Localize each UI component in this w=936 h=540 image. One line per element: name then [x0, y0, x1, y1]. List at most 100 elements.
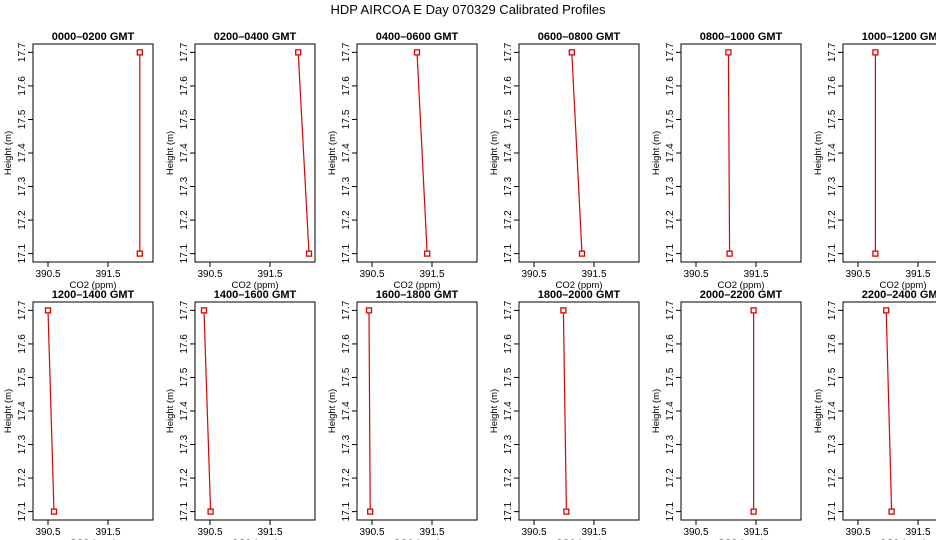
profile-panel: 0800–1000 GMT 390.5 391.5 17.1 17.2 17.3 17.4 1…	[651, 31, 802, 291]
profile-point	[872, 49, 879, 56]
y-axis-label: Height (m)	[3, 131, 14, 175]
plot-frame	[356, 43, 478, 263]
panel-title: 0600–0800 GMT	[538, 31, 621, 43]
y-tick-label: 17.1	[17, 501, 28, 521]
x-axis-label: CO2 (ppm)	[556, 538, 603, 540]
y-tick-label: 17.7	[341, 300, 352, 320]
profile-point	[44, 307, 52, 314]
profile-line	[297, 52, 310, 254]
y-axis-label: Height (m)	[489, 389, 500, 433]
x-tick-label: 391.5	[905, 269, 930, 280]
plot-frame	[32, 43, 154, 263]
y-tick-label: 17.1	[17, 243, 28, 263]
y-tick-label: 17.1	[665, 243, 676, 263]
y-axis-label: Height (m)	[813, 131, 824, 175]
y-axis-label: Height (m)	[165, 131, 176, 175]
plot-frame	[194, 301, 316, 521]
y-tick-label: 17.1	[827, 243, 838, 263]
profile-panel: 2200–2400 GMT 390.5 391.5 17.1 17.2 17.3 17.4 1…	[813, 289, 936, 540]
y-tick-label: 17.3	[341, 434, 352, 454]
y-tick-label: 17.5	[179, 367, 190, 387]
profile-point	[750, 307, 757, 314]
y-tick-label: 17.5	[341, 109, 352, 129]
x-tick-label: 390.5	[197, 269, 222, 280]
y-tick-label: 17.3	[827, 434, 838, 454]
profile-panel: 1800–2000 GMT 390.5 391.5 17.1 17.2 17.3 17.4 1…	[489, 289, 640, 540]
x-axis-label: CO2 (ppm)	[394, 280, 441, 291]
panels-group: 0000–0200 GMT 390.5 391.5 17.1 17.2 17.3 17.4 1…	[3, 31, 936, 540]
y-tick-label: 17.1	[827, 501, 838, 521]
profile-point	[295, 49, 302, 56]
profile-point	[568, 49, 575, 56]
panel-title: 0200–0400 GMT	[214, 31, 297, 43]
y-tick-label: 17.3	[665, 176, 676, 196]
y-tick-label: 17.7	[17, 300, 28, 320]
profile-point	[563, 508, 570, 515]
panel-title: 1400–1600 GMT	[214, 289, 297, 301]
plot-frame	[842, 43, 936, 263]
panel-title: 0000–0200 GMT	[52, 31, 135, 43]
x-axis-label: CO2 (ppm)	[718, 538, 765, 540]
y-tick-label: 17.2	[665, 468, 676, 488]
y-tick-label: 17.4	[827, 401, 838, 421]
y-tick-label: 17.5	[503, 109, 514, 129]
x-axis-label: CO2 (ppm)	[556, 280, 603, 291]
y-tick-label: 17.7	[503, 42, 514, 62]
y-tick-label: 17.7	[827, 42, 838, 62]
x-tick-label: 390.5	[683, 269, 708, 280]
x-tick-label: 391.5	[95, 527, 120, 538]
y-tick-label: 17.4	[17, 401, 28, 421]
y-tick-label: 17.2	[179, 210, 190, 230]
y-tick-label: 17.3	[341, 176, 352, 196]
x-tick-label: 391.5	[95, 269, 120, 280]
y-axis-label: Height (m)	[813, 389, 824, 433]
x-tick-label: 390.5	[197, 527, 222, 538]
y-tick-label: 17.2	[341, 468, 352, 488]
y-tick-label: 17.1	[503, 243, 514, 263]
y-tick-label: 17.4	[341, 401, 352, 421]
x-tick-label: 390.5	[35, 269, 60, 280]
x-tick-label: 391.5	[581, 527, 606, 538]
y-tick-label: 17.7	[665, 300, 676, 320]
panel-title: 1600–1800 GMT	[376, 289, 459, 301]
profile-point	[726, 250, 733, 257]
profile-line	[562, 310, 567, 512]
y-axis-label: Height (m)	[327, 389, 338, 433]
x-tick-label: 391.5	[581, 269, 606, 280]
y-tick-label: 17.7	[341, 42, 352, 62]
profile-point	[578, 250, 586, 257]
y-tick-label: 17.3	[827, 176, 838, 196]
y-tick-label: 17.6	[665, 334, 676, 354]
y-tick-label: 17.6	[827, 334, 838, 354]
y-axis-label: Height (m)	[3, 389, 14, 433]
profile-panel: 0400–0600 GMT 390.5 391.5 17.1 17.2 17.3 17.4 1…	[327, 31, 478, 291]
y-tick-label: 17.1	[179, 501, 190, 521]
x-tick-label: 391.5	[905, 527, 930, 538]
y-tick-label: 17.1	[665, 501, 676, 521]
x-tick-label: 391.5	[419, 269, 444, 280]
x-tick-label: 391.5	[257, 527, 282, 538]
y-tick-label: 17.2	[827, 210, 838, 230]
plot-frame	[680, 43, 802, 263]
profile-panel: 2000–2200 GMT 390.5 391.5 17.1 17.2 17.3 17.4 1…	[651, 289, 802, 540]
y-tick-label: 17.2	[503, 468, 514, 488]
y-tick-label: 17.3	[665, 434, 676, 454]
y-tick-label: 17.6	[827, 76, 838, 96]
y-tick-label: 17.2	[17, 468, 28, 488]
y-tick-label: 17.5	[827, 109, 838, 129]
y-tick-label: 17.5	[827, 367, 838, 387]
profile-point	[750, 508, 757, 515]
profile-point	[365, 307, 373, 314]
y-tick-label: 17.2	[179, 468, 190, 488]
y-tick-label: 17.1	[341, 243, 352, 263]
y-tick-label: 17.4	[827, 143, 838, 163]
profile-point	[883, 307, 890, 314]
profile-point	[560, 307, 567, 314]
profile-line	[727, 52, 731, 254]
y-tick-label: 17.3	[179, 176, 190, 196]
plot-frame	[680, 301, 802, 521]
y-tick-label: 17.4	[503, 143, 514, 163]
y-tick-label: 17.4	[179, 143, 190, 163]
y-tick-label: 17.2	[827, 468, 838, 488]
